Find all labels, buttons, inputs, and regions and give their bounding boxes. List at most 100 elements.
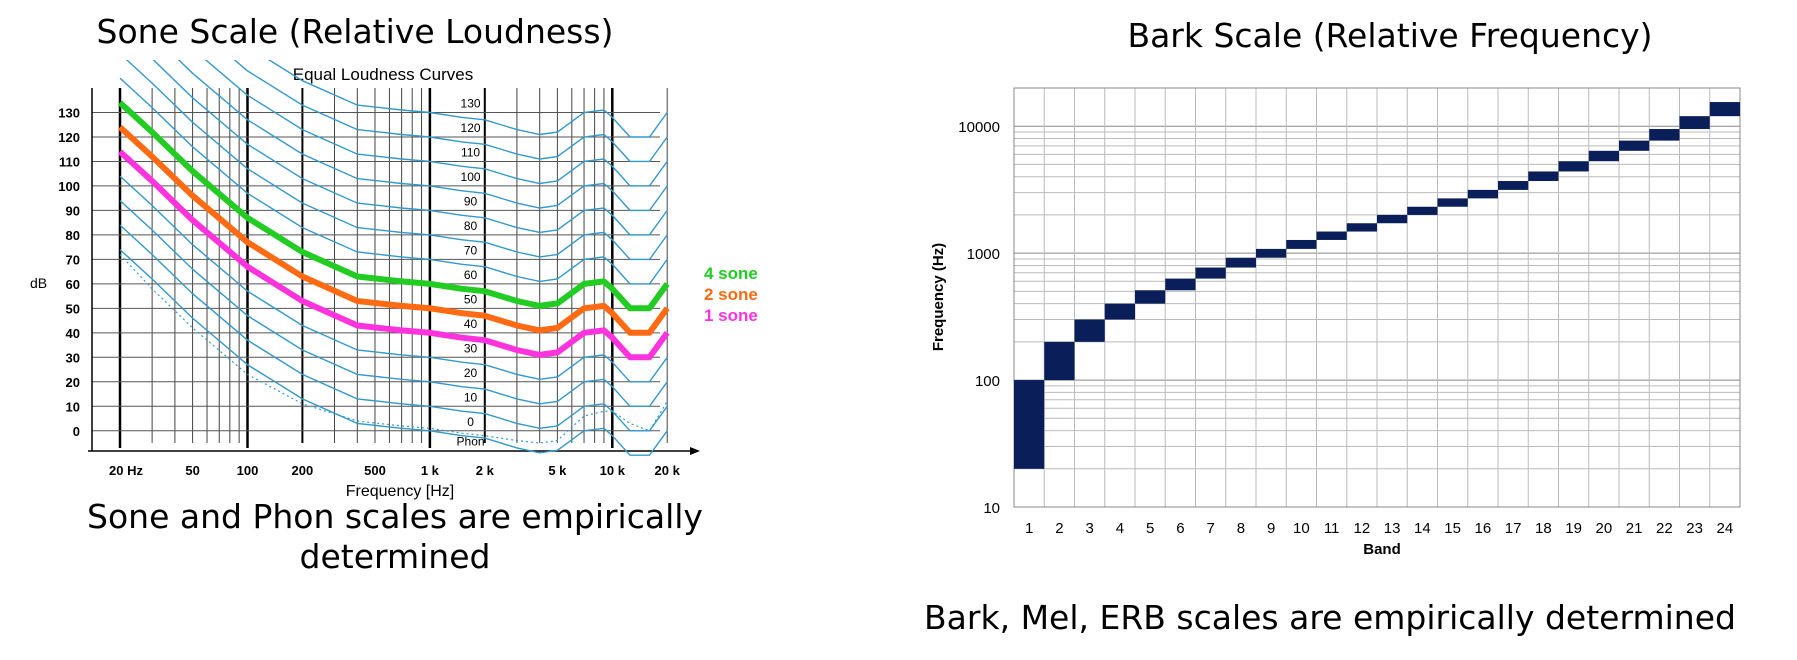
y-axis-label: dB — [30, 275, 47, 291]
left-caption: Sone and Phon scales are empirically det… — [87, 497, 703, 576]
band-bar — [1074, 319, 1105, 342]
phon-curve — [267, 60, 668, 138]
phon-curve — [119, 249, 668, 456]
x-tick-label: 50 — [185, 463, 199, 478]
x-tick-label: 22 — [1656, 520, 1673, 537]
band-bar — [1437, 198, 1468, 207]
x-tick-label: 12 — [1354, 520, 1371, 537]
phon-curve — [119, 77, 668, 285]
y-tick-label: 100 — [58, 179, 80, 194]
chart-title: Equal Loudness Curves — [293, 65, 474, 84]
sone-legend-label: 4 sone — [704, 264, 758, 283]
x-tick-label: 200 — [292, 463, 314, 478]
band-bar — [1528, 171, 1559, 182]
y-tick-label: 80 — [66, 228, 80, 243]
sone-curve — [117, 149, 670, 361]
band-bar — [1104, 303, 1135, 320]
band-bar — [1014, 380, 1045, 469]
x-tick-label: 6 — [1176, 520, 1184, 537]
x-tick-label: 10 k — [600, 463, 626, 478]
x-tick-label: 500 — [364, 463, 386, 478]
phon-curve — [233, 60, 668, 163]
x-tick-label: 9 — [1267, 520, 1275, 537]
phon-label: 30 — [464, 341, 478, 355]
x-tick-label: 20 — [1596, 520, 1613, 537]
band-bar — [1044, 341, 1075, 381]
phon-label: 90 — [464, 195, 478, 209]
y-tick-label: 110 — [59, 154, 80, 169]
y-axis-label: Frequency (Hz) — [930, 243, 947, 351]
phon-label: 0 — [467, 415, 474, 429]
y-tick-label: 1000 — [967, 246, 1000, 263]
band-bar — [1286, 239, 1317, 249]
band-bar — [1498, 181, 1529, 190]
phon-label: 70 — [464, 243, 478, 257]
x-tick-label: 11 — [1324, 520, 1340, 537]
x-tick-label: 5 k — [548, 463, 567, 478]
plot-frame — [1013, 87, 1741, 508]
equal-loudness-chart: Equal Loudness Curves 0 10 20 30 40 50 60 70 80 90… — [30, 60, 758, 500]
x-tick-label: 1 — [1025, 520, 1033, 537]
x-tick-label: 1 k — [421, 463, 440, 478]
phon-label: 120 — [461, 121, 481, 135]
x-tick-label: 8 — [1237, 520, 1245, 537]
phon-curve — [125, 60, 668, 261]
sone-curve — [117, 100, 670, 312]
x-tick-label: 2 — [1055, 520, 1063, 537]
x-axis-arrow — [690, 447, 700, 455]
x-tick-label: 13 — [1384, 520, 1401, 537]
x-tick-label: 24 — [1717, 520, 1734, 537]
phon-curve — [119, 200, 668, 407]
x-tick-label: 20 Hz — [109, 463, 143, 478]
x-tick-label: 14 — [1414, 520, 1431, 537]
band-bar — [1679, 116, 1710, 130]
sone-legend-label: 2 sone — [704, 285, 758, 304]
y-tick-label: 50 — [66, 301, 80, 316]
threshold-curve — [119, 254, 668, 444]
band-bar — [1316, 231, 1347, 240]
left-heading: Sone Scale (Relative Loudness) — [96, 12, 614, 51]
phon-label: 20 — [464, 366, 478, 380]
band-bar — [1709, 102, 1740, 117]
sone-curve — [117, 124, 670, 336]
x-tick-label: 4 — [1116, 520, 1124, 537]
phon-label: 80 — [464, 219, 478, 233]
x-tick-label: 7 — [1206, 520, 1214, 537]
y-tick-label: 40 — [66, 326, 80, 341]
x-tick-label: 18 — [1535, 520, 1552, 537]
phon-label: 40 — [464, 317, 478, 331]
y-tick-label: 70 — [66, 252, 80, 267]
band-bar — [1135, 290, 1166, 304]
bark-scale-chart: 1 2 3 4 5 6 7 8 9 10 11 12 13 14 15 16 17 18 19 20 21 22 23 241… — [930, 87, 1741, 558]
sone-legend-label: 1 sone — [704, 306, 758, 325]
phon-label: 10 — [464, 390, 478, 404]
band-bar — [1619, 140, 1650, 151]
phon-label: 110 — [461, 146, 480, 160]
band-bar — [1165, 278, 1196, 291]
x-tick-label: 21 — [1626, 520, 1643, 537]
band-bar — [1407, 206, 1438, 215]
x-tick-label: 16 — [1475, 520, 1492, 537]
band-bar — [1558, 161, 1589, 172]
phon-label: 100 — [461, 170, 481, 184]
band-bar — [1225, 257, 1256, 268]
x-tick-label: 20 k — [655, 463, 681, 478]
band-bar — [1467, 189, 1498, 199]
x-tick-label: 10 — [1293, 520, 1310, 537]
y-tick-label: 100 — [975, 373, 1000, 390]
phon-curve — [177, 60, 668, 212]
right-caption: Bark, Mel, ERB scales are empirically de… — [924, 598, 1736, 637]
x-tick-label: 17 — [1505, 520, 1522, 537]
x-tick-label: 2 k — [476, 463, 495, 478]
band-bar — [1256, 248, 1287, 258]
y-tick-label: 10 — [983, 500, 1000, 517]
x-tick-label: 5 — [1146, 520, 1154, 537]
band-bar — [1346, 223, 1377, 232]
x-tick-label: 3 — [1085, 520, 1093, 537]
y-tick-label: 0 — [73, 424, 80, 439]
phon-curve — [152, 60, 668, 236]
band-bar — [1649, 129, 1680, 141]
y-tick-label: 120 — [58, 130, 80, 145]
x-tick-label: 100 — [237, 463, 259, 478]
y-tick-label: 30 — [66, 350, 80, 365]
